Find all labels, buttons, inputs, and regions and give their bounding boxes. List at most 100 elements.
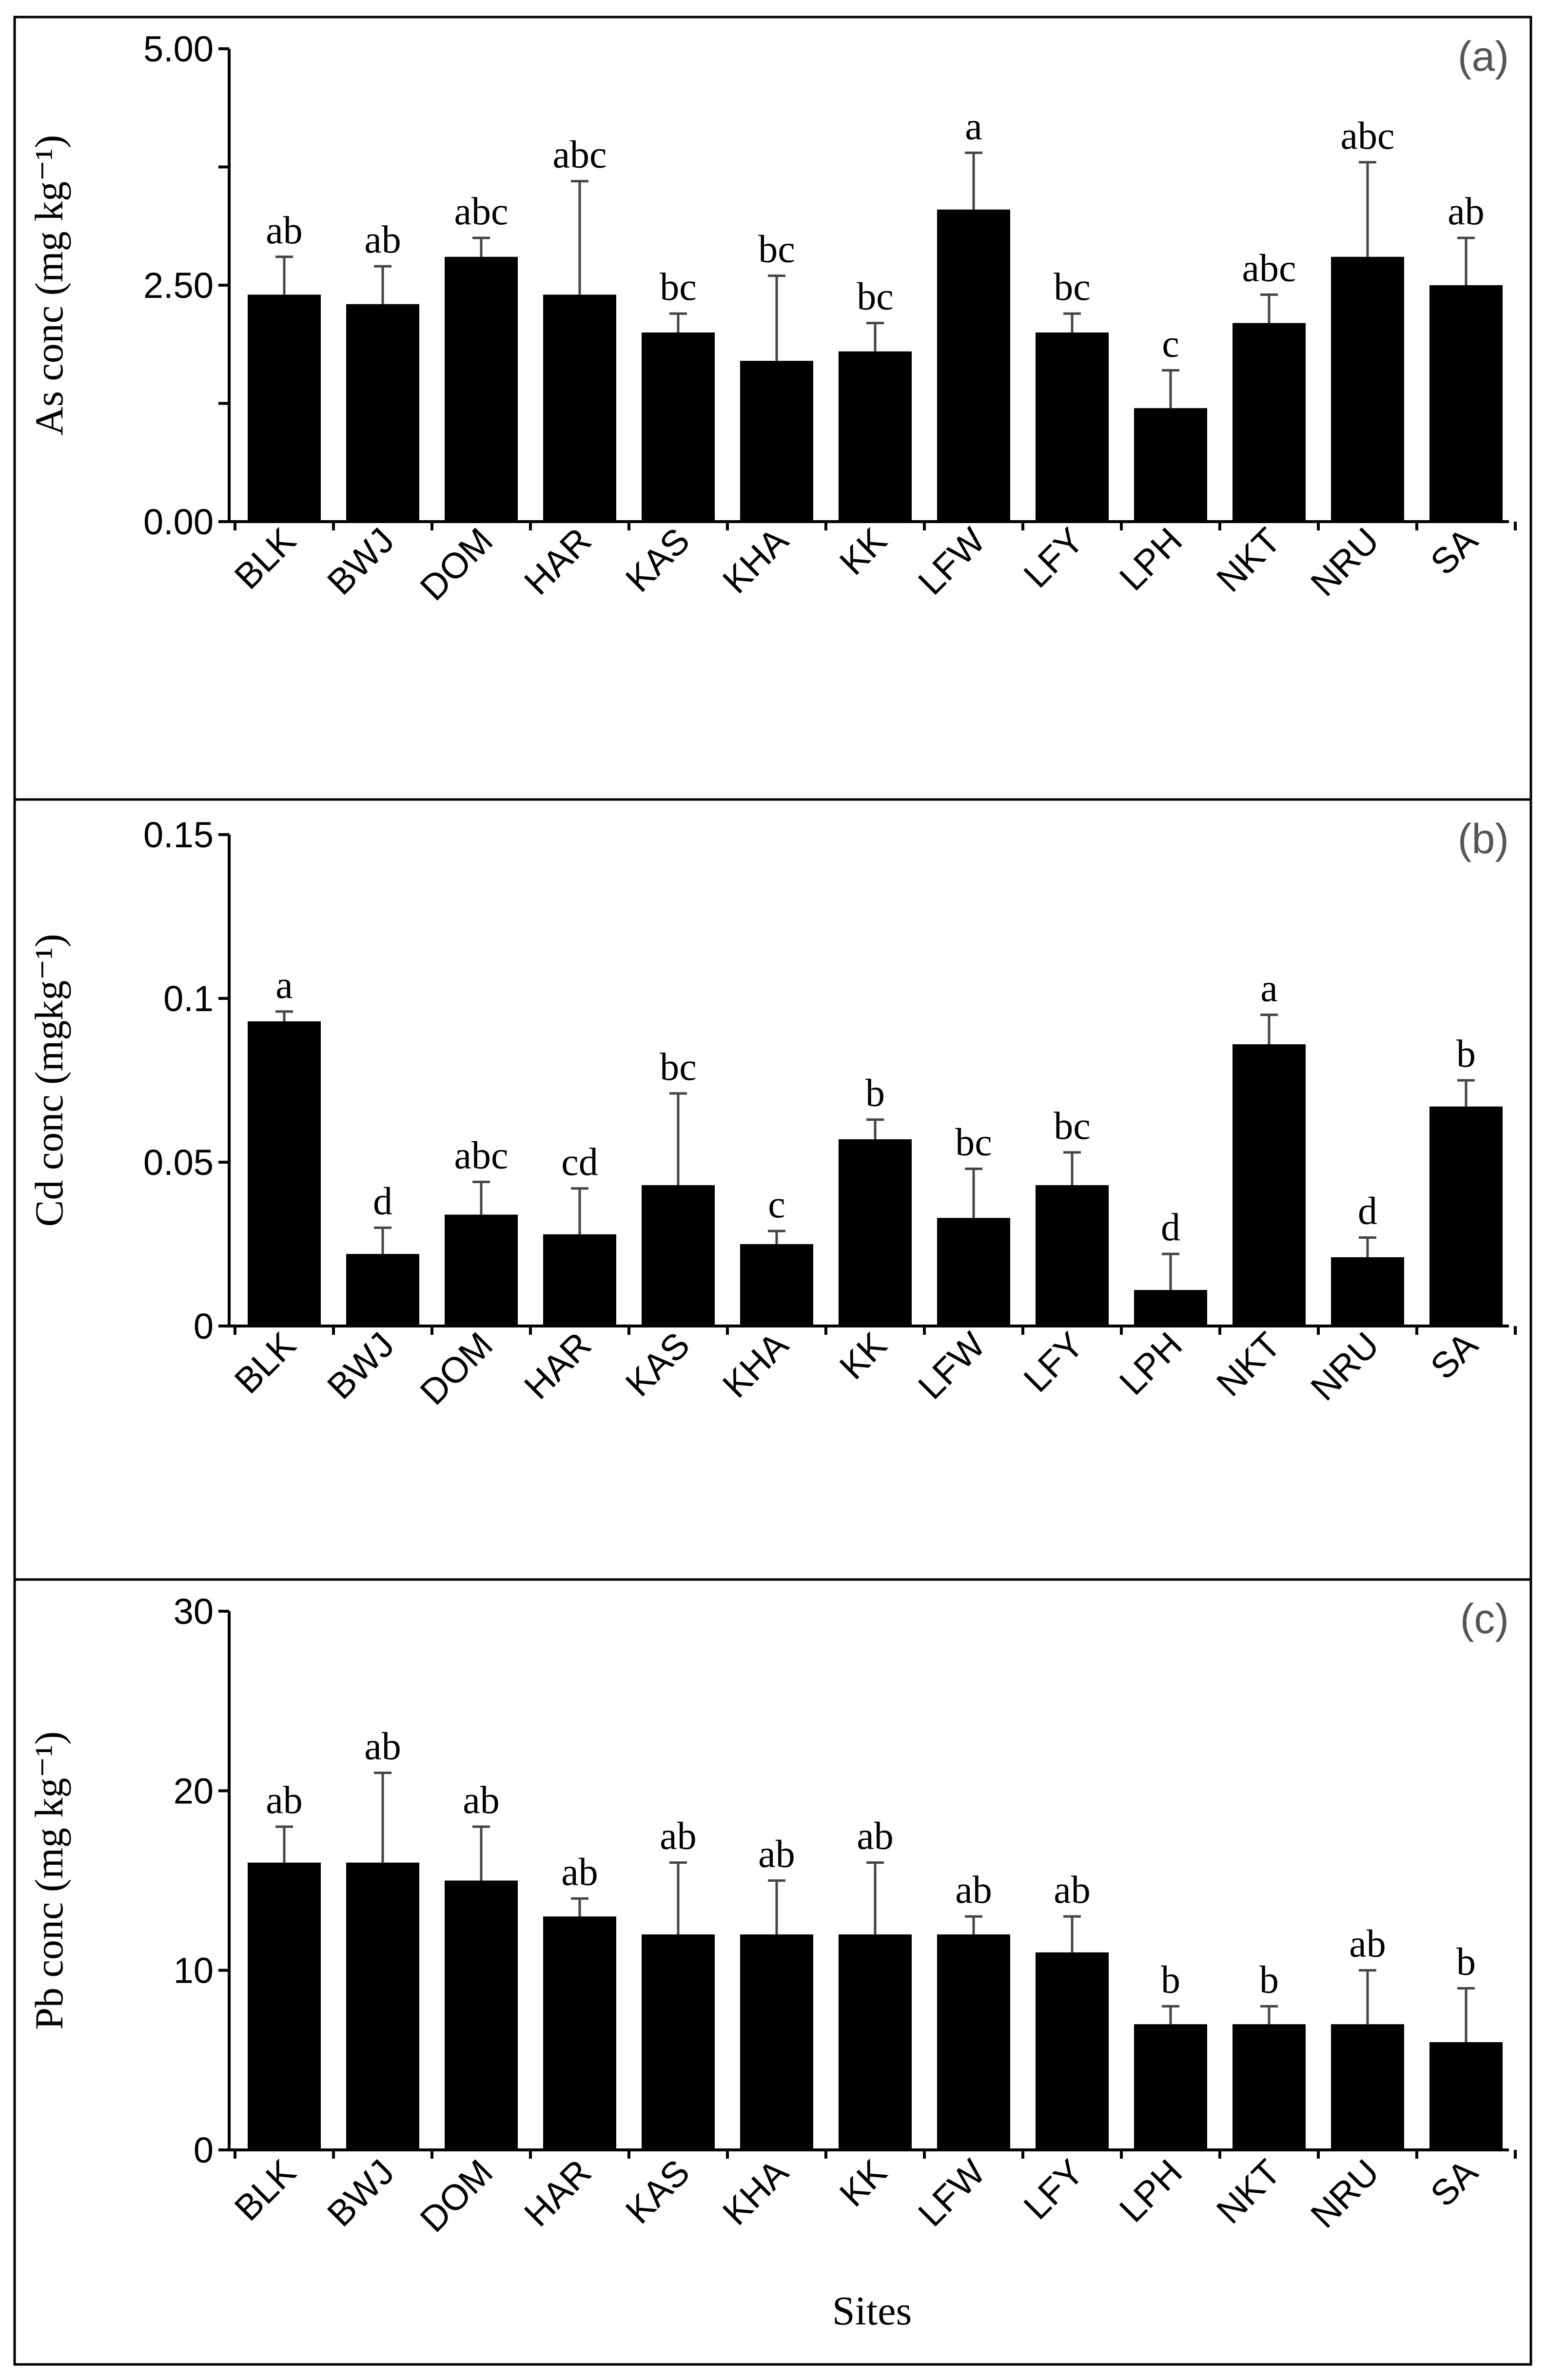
significance-letter: a	[965, 105, 982, 148]
panel-label: (b)	[1458, 816, 1509, 862]
bar-blk	[248, 294, 321, 522]
bar-nkt	[1233, 2024, 1306, 2150]
bar-kk	[839, 1139, 912, 1326]
significance-letter: ab	[857, 1815, 894, 1858]
significance-letter: ab	[364, 1725, 401, 1768]
x-tick-label: BLK	[227, 1325, 304, 1402]
x-tick-label: KAS	[618, 2152, 697, 2231]
x-axis-label: Sites	[832, 2288, 912, 2334]
significance-letter: d	[373, 1180, 392, 1223]
bar-lfw	[937, 1934, 1010, 2150]
significance-letter: b	[865, 1072, 885, 1115]
significance-letter: d	[1358, 1190, 1377, 1233]
x-tick-label: NRU	[1303, 2152, 1387, 2236]
bar-dom	[445, 256, 518, 522]
bar-nru	[1331, 1257, 1404, 1326]
bar-har	[543, 1234, 616, 1326]
y-tick-label: 0	[194, 1306, 214, 1346]
significance-letter: bc	[955, 1121, 992, 1164]
bar-nkt	[1233, 323, 1306, 522]
significance-letter: b	[1161, 1958, 1180, 2001]
significance-letter: a	[275, 964, 293, 1007]
bar-nru	[1331, 2024, 1404, 2150]
bar-lfy	[1036, 332, 1109, 522]
significance-letter: ab	[463, 1779, 500, 1822]
significance-letter: ab	[266, 209, 303, 252]
significance-letter: c	[1162, 323, 1179, 366]
bar-dom	[445, 1880, 518, 2150]
bar-kas	[642, 1934, 715, 2150]
bar-lfw	[937, 1218, 1010, 1326]
x-tick-label: SA	[1423, 520, 1486, 583]
y-tick-label: 0.00	[143, 502, 214, 542]
significance-letter: bc	[758, 228, 795, 271]
significance-letter: bc	[857, 275, 894, 318]
y-tick-label: 5.00	[143, 29, 214, 69]
significance-letter: b	[1456, 1941, 1476, 1984]
bar-lfy	[1036, 1185, 1109, 1326]
x-tick-label: BWJ	[319, 520, 402, 603]
bar-kk	[839, 351, 912, 522]
x-tick-label: DOM	[412, 2152, 501, 2240]
bar-kha	[740, 1934, 813, 2150]
y-axis-label: Cd conc (mgkg⁻¹)	[27, 934, 71, 1227]
significance-letter: ab	[955, 1869, 992, 1912]
bar-har	[543, 294, 616, 522]
bar-bwj	[346, 304, 419, 522]
significance-letter: a	[1260, 967, 1278, 1010]
significance-letter: ab	[758, 1833, 795, 1876]
bar-lph	[1134, 1290, 1207, 1326]
significance-letter: ab	[660, 1815, 697, 1858]
y-tick-label: 10	[174, 1951, 214, 1991]
y-axis-label: Pb conc (mg kg⁻¹)	[27, 1731, 71, 2029]
x-tick-label: SA	[1423, 2151, 1486, 2214]
y-tick-label: 0.1	[163, 978, 214, 1019]
chart-panel-2: 0 0.05 0.1 0.15 Cd conc (mgkg⁻¹) (b) a BLK d BWJ a…	[13, 798, 1532, 1581]
x-tick-label: BWJ	[319, 2152, 402, 2234]
significance-letter: ab	[364, 218, 401, 261]
x-tick-label: SA	[1423, 1324, 1486, 1387]
significance-letter: b	[1456, 1033, 1476, 1075]
x-tick-label: HAR	[516, 1325, 599, 1407]
x-tick-label: LFW	[910, 2152, 993, 2234]
significance-letter: bc	[660, 266, 697, 309]
bar-kha	[740, 361, 813, 522]
x-tick-label: LFY	[1016, 1325, 1092, 1400]
significance-letter: ab	[1448, 190, 1485, 233]
significance-letter: ab	[1349, 1923, 1386, 1966]
chart-panel-3: 0 10 20 30 Pb conc (mg kg⁻¹) (c) ab BLK ab BWJ ab D…	[13, 1578, 1532, 2366]
bar-lfy	[1036, 1952, 1109, 2150]
x-tick-label: NRU	[1303, 520, 1387, 604]
x-tick-label: NKT	[1209, 2152, 1288, 2231]
x-tick-label: KHA	[715, 2151, 796, 2233]
bar-kas	[642, 1185, 715, 1326]
panel-label: (c)	[1460, 1596, 1509, 1642]
x-tick-label: KHA	[715, 520, 796, 601]
bar-lph	[1134, 408, 1207, 522]
x-tick-label: KK	[832, 1325, 894, 1387]
bar-kha	[740, 1244, 813, 1326]
bar-blk	[248, 1021, 321, 1326]
significance-letter: bc	[660, 1046, 697, 1089]
x-tick-label: LPH	[1112, 1325, 1190, 1403]
significance-letter: abc	[552, 134, 607, 176]
x-tick-label: NKT	[1209, 520, 1288, 600]
bar-kas	[642, 332, 715, 522]
significance-letter: abc	[1340, 115, 1394, 157]
x-tick-label: DOM	[412, 1325, 501, 1413]
x-tick-label: BLK	[227, 2152, 304, 2229]
significance-letter: abc	[1242, 247, 1296, 290]
x-tick-label: DOM	[412, 520, 501, 608]
significance-letter: bc	[1054, 1105, 1091, 1148]
bar-lfw	[937, 209, 1010, 522]
x-tick-label: BWJ	[319, 1325, 402, 1407]
significance-letter: c	[768, 1183, 785, 1226]
y-tick-label: 2.50	[143, 265, 214, 306]
significance-letter: abc	[454, 190, 508, 233]
x-tick-label: LPH	[1112, 520, 1190, 598]
x-tick-label: LFY	[1016, 520, 1092, 596]
significance-letter: ab	[266, 1779, 303, 1822]
significance-letter: ab	[561, 1851, 598, 1893]
bar-bwj	[346, 1862, 419, 2150]
bar-dom	[445, 1214, 518, 1326]
